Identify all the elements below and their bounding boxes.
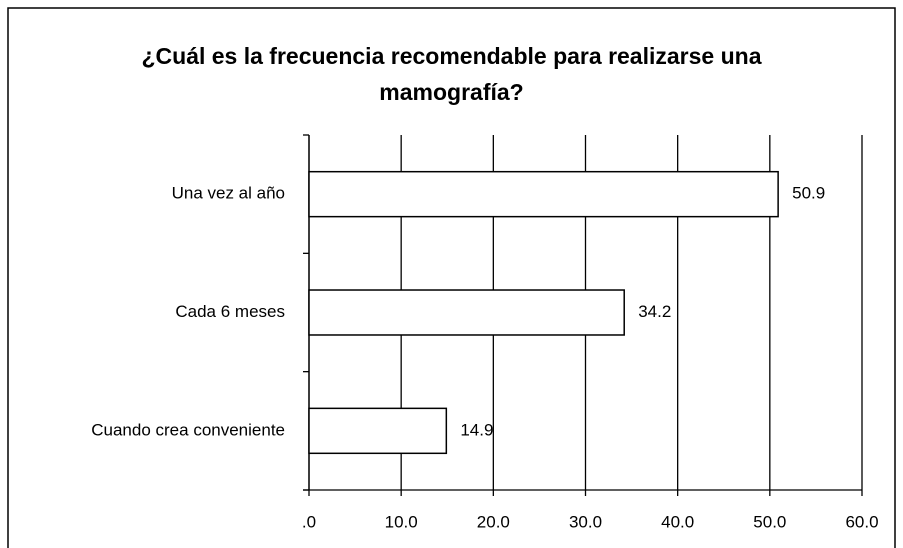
chart-title: ¿Cuál es la frecuencia recomendable para… — [141, 43, 762, 105]
border — [7, 7, 896, 548]
x-tick-label: 20.0 — [477, 512, 510, 531]
bar — [308, 170, 779, 218]
y-tick-label: Una vez al año — [172, 184, 285, 203]
x-tick-label: 10.0 — [385, 512, 418, 531]
data-label: 34.2 — [638, 302, 671, 321]
x-tick-label: 40.0 — [661, 512, 694, 531]
x-tick-label: 30.0 — [569, 512, 602, 531]
x-tick-label: .0 — [302, 512, 316, 531]
bar — [308, 407, 448, 455]
data-label: 14.9 — [460, 420, 493, 439]
y-tick-label: Cada 6 meses — [175, 302, 285, 321]
x-tick-label: 50.0 — [753, 512, 786, 531]
data-label: 50.9 — [792, 184, 825, 203]
bar — [308, 289, 625, 336]
x-tick-label: 60.0 — [845, 512, 878, 531]
y-tick-label: Cuando crea conveniente — [91, 420, 285, 439]
